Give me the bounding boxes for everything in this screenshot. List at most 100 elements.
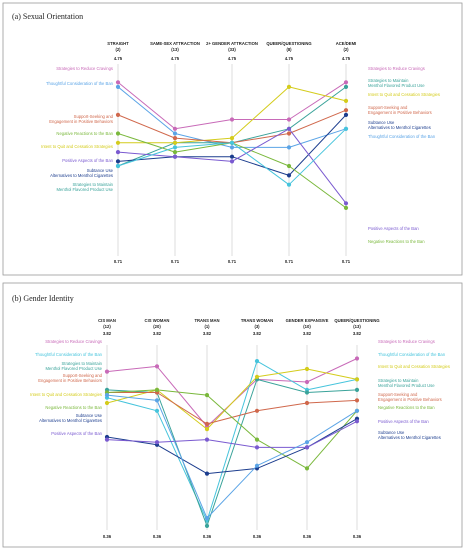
data-point <box>254 463 260 468</box>
data-point <box>286 84 292 89</box>
legend-label-left: Support-Seeking and <box>63 373 103 378</box>
tick-label-top: 3.82 <box>103 331 112 336</box>
tick-label-top: 4.75 <box>285 56 294 61</box>
category-count: (20) <box>153 324 161 329</box>
data-point <box>354 408 360 413</box>
legend-label-right: Strategies to Maintain <box>368 78 409 83</box>
data-point <box>104 400 110 406</box>
tick-label-bottom: 0.71 <box>228 259 237 264</box>
legend-label-left: Strategies to Reduce Cravings <box>45 339 102 344</box>
data-point <box>254 374 260 379</box>
data-point <box>115 84 121 89</box>
legend-label-left: Alternatives to Menthol Cigarettes <box>50 173 113 178</box>
data-point <box>286 131 292 136</box>
category-count: (13) <box>353 324 361 329</box>
data-point <box>115 159 121 164</box>
tick-label-top: 4.75 <box>228 56 237 61</box>
data-point <box>354 398 360 403</box>
legend-label-right: Strategies to Reduce Cravings <box>368 66 425 71</box>
data-point <box>154 387 160 392</box>
legend-label-left: Positive Aspects of the Ban <box>62 158 113 163</box>
tick-label-bottom: 0.71 <box>171 259 180 264</box>
data-point <box>229 145 235 150</box>
data-point <box>343 80 349 85</box>
legend-label-left: Strategies to Reduce Cravings <box>56 66 113 71</box>
panel-a-title: (a) Sexual Orientation <box>12 12 83 21</box>
category-label: CIS WOMAN <box>145 318 170 323</box>
data-point <box>304 440 310 445</box>
legend-label-right: Strategies to Reduce Cravings <box>378 339 435 344</box>
data-point <box>204 437 210 442</box>
category-label: STRAIGHT <box>107 41 129 46</box>
category-label: CIS MAN <box>98 318 116 323</box>
data-point <box>343 201 349 206</box>
tick-label-bottom: 0.36 <box>303 534 312 539</box>
legend-label-left: Engagement in Positive Behaviors <box>49 119 113 124</box>
legend-label-left: Thoughtful Consideration of the Ban <box>46 81 114 86</box>
data-point <box>286 182 292 187</box>
data-point <box>304 390 310 395</box>
data-point <box>172 154 178 159</box>
category-count: (12) <box>103 324 111 329</box>
series-line <box>106 394 358 519</box>
category-label: GENDER EXPANSIVE <box>286 318 329 323</box>
legend-label-left: Strategies to Maintain <box>72 182 113 187</box>
data-point <box>343 112 349 117</box>
legend-label-right: Negative Reactions to the Ban <box>378 405 435 410</box>
data-point <box>154 440 160 445</box>
data-point <box>229 117 235 122</box>
category-count: (8) <box>286 47 292 52</box>
data-point <box>229 140 235 145</box>
category-count: (13) <box>171 47 179 52</box>
data-point <box>115 150 121 155</box>
data-point <box>304 445 310 450</box>
series-line <box>106 360 358 522</box>
legend-label-left: Intent to Quit and Cessation Strategies <box>41 144 113 149</box>
data-point <box>204 421 210 426</box>
series-line <box>106 389 358 469</box>
legend-label-left: Subtance Use <box>76 413 103 418</box>
category-label: ACE/DEMI <box>336 41 356 46</box>
series-line <box>106 418 358 475</box>
legend-label-left: Negative Reactions to the Ban <box>45 405 102 410</box>
data-point <box>115 131 121 136</box>
tick-label-bottom: 0.36 <box>353 534 362 539</box>
data-point <box>354 356 360 361</box>
data-point <box>254 437 260 442</box>
series-line <box>106 420 358 448</box>
tick-label-top: 4.75 <box>342 56 351 61</box>
legend-label-right: Positive Aspects of the Ban <box>378 419 429 424</box>
legend-label-left: Negative Reactions to the Ban <box>56 131 113 136</box>
panel-b-plot: CIS MAN(12) 3.82 0.36 CIS WOMAN(20) 3.82 0.36… <box>30 318 450 539</box>
panel-b-frame <box>2 282 463 548</box>
data-point <box>115 112 121 117</box>
category-count: (3) <box>254 324 260 329</box>
legend-label-left: Support-Seeking and <box>74 114 114 119</box>
legend-label-right: Strategies to Maintain <box>378 378 419 383</box>
data-point <box>229 159 235 164</box>
data-point <box>343 84 349 89</box>
data-point <box>304 466 310 471</box>
data-point <box>343 98 349 103</box>
legend-label-right: Thoughtful Consideration of the Ban <box>378 352 446 357</box>
data-point <box>304 400 310 406</box>
tick-label-bottom: 0.71 <box>114 259 123 264</box>
data-point <box>286 117 292 122</box>
tick-label-bottom: 0.36 <box>253 534 262 539</box>
category-label: QUEER/QUESTIONING <box>266 41 311 46</box>
legend-label-left: Positive Aspects of the Ban <box>51 431 102 436</box>
tick-label-top: 4.75 <box>171 56 180 61</box>
data-point <box>254 408 260 413</box>
data-point <box>354 419 360 424</box>
tick-label-top: 3.82 <box>203 331 212 336</box>
tick-label-bottom: 0.36 <box>153 534 162 539</box>
data-point <box>343 108 349 113</box>
legend-label-right: Intent to Quit and Cessation Strategies <box>368 92 440 97</box>
category-label: 2+ GENDER ATTRACTION <box>206 41 258 46</box>
data-point <box>254 445 260 450</box>
legend-label-right: Subtance Use <box>378 430 405 435</box>
data-point <box>115 80 121 85</box>
data-point <box>172 140 178 145</box>
data-point <box>154 398 160 403</box>
